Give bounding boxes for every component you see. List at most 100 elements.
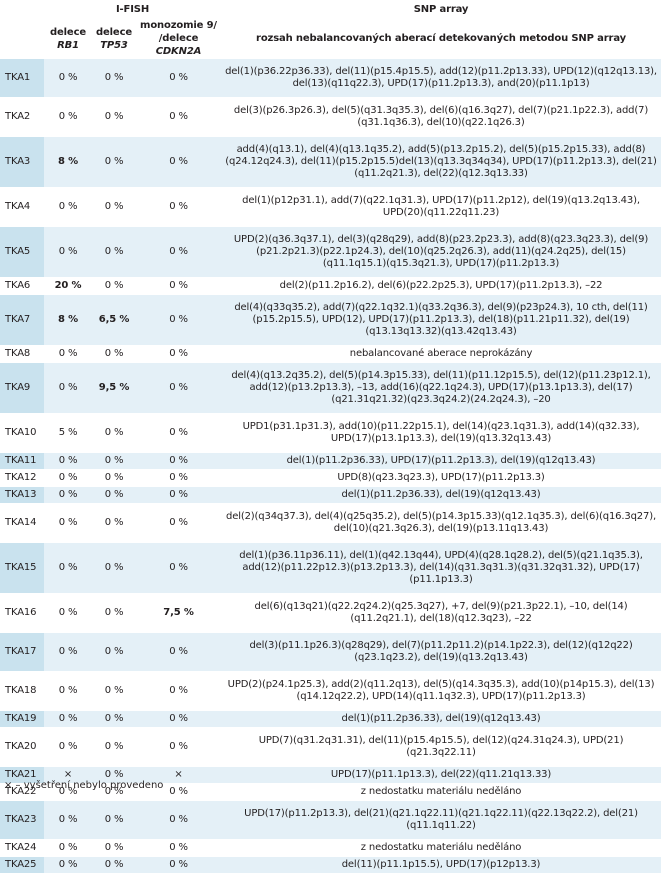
snp-aberrations: del(1)(p11.2p36.33), del(19)(q12q13.43) <box>221 487 661 504</box>
snp-aberrations: del(1)(p36.22p36.33), del(11)(p15.4p15.5… <box>221 59 661 98</box>
header-id <box>0 19 44 59</box>
cdkn2a-value: 0 % <box>136 504 221 543</box>
snp-aberrations: UPD(7)(q31.2q31.31), del(11)(p15.4p15.5)… <box>221 728 661 767</box>
snp-aberrations: del(1)(p12p31.1), add(7)(q22.1q31.3), UP… <box>221 188 661 227</box>
tp53-value: 0 % <box>92 543 136 594</box>
rb1-value: 0 % <box>44 98 92 137</box>
tp53-value: 0 % <box>92 633 136 672</box>
cdkn2a-value: 0 % <box>136 98 221 137</box>
row-id: TKA5 <box>0 227 44 278</box>
rb1-value: 0 % <box>44 188 92 227</box>
tp53-value: 0 % <box>92 137 136 188</box>
tp53-value: 0 % <box>92 453 136 470</box>
snp-aberrations: del(4)(q33q35.2), add(7)(q22.1q32.1)(q33… <box>221 295 661 346</box>
row-id: TKA19 <box>0 711 44 728</box>
tp53-value: 0 % <box>92 672 136 711</box>
snp-aberrations: del(1)(p11.2p36.33), del(19)(q12q13.43) <box>221 711 661 728</box>
snp-aberrations: del(1)(p11.2p36.33), UPD(17)(p11.2p13.3)… <box>221 453 661 470</box>
snp-aberrations: UPD1(p31.1p31.3), add(10)(p11.22p15.1), … <box>221 414 661 453</box>
snp-aberrations: del(3)(p11.1p26.3)(q28q29), del(7)(p11.2… <box>221 633 661 672</box>
tp53-value: 0 % <box>92 840 136 857</box>
row-id: TKA13 <box>0 487 44 504</box>
tp53-value: 0 % <box>92 504 136 543</box>
row-id: TKA23 <box>0 801 44 840</box>
tp53-value: 0 % <box>92 346 136 363</box>
header-empty <box>0 0 44 19</box>
cdkn2a-value: 0 % <box>136 672 221 711</box>
cdkn2a-value: 0 % <box>136 857 221 873</box>
cdkn2a-value: 0 % <box>136 453 221 470</box>
row-id: TKA15 <box>0 543 44 594</box>
rb1-value: 8 % <box>44 137 92 188</box>
row-id: TKA25 <box>0 857 44 873</box>
header-rb1-label: delece <box>50 27 86 38</box>
tp53-value: 0 % <box>92 470 136 487</box>
tp53-value: 0 % <box>92 594 136 633</box>
rb1-value: 0 % <box>44 633 92 672</box>
rb1-value: 0 % <box>44 504 92 543</box>
row-id: TKA12 <box>0 470 44 487</box>
rb1-value: 0 % <box>44 711 92 728</box>
rb1-value: 8 % <box>44 295 92 346</box>
snp-aberrations: del(6)(q13q21)(q22.2q24.2)(q25.3q27), +7… <box>221 594 661 633</box>
snp-aberrations: nebalancované aberace neprokázány <box>221 346 661 363</box>
row-id: TKA8 <box>0 346 44 363</box>
row-id: TKA16 <box>0 594 44 633</box>
rb1-value: 0 % <box>44 346 92 363</box>
rb1-value: 0 % <box>44 363 92 414</box>
cdkn2a-value: 0 % <box>136 543 221 594</box>
cdkn2a-value: 0 % <box>136 227 221 278</box>
rb1-value: 0 % <box>44 728 92 767</box>
row-id: TKA4 <box>0 188 44 227</box>
tp53-value: 0 % <box>92 188 136 227</box>
snp-aberrations: del(1)(p36.11p36.11), del(1)(q42.13q44),… <box>221 543 661 594</box>
tp53-value: 0 % <box>92 414 136 453</box>
snp-aberrations: del(4)(q13.2q35.2), del(5)(p14.3p15.33),… <box>221 363 661 414</box>
rb1-value: 0 % <box>44 453 92 470</box>
cdkn2a-value: 0 % <box>136 840 221 857</box>
rb1-value: 0 % <box>44 470 92 487</box>
cdkn2a-value: 0 % <box>136 633 221 672</box>
header-tp53-label: delece <box>96 27 132 38</box>
snp-aberrations: UPD(8)(q23.3q23.3), UPD(17)(p11.2p13.3) <box>221 470 661 487</box>
tp53-value: 0 % <box>92 801 136 840</box>
cdkn2a-value: 0 % <box>136 363 221 414</box>
row-id: TKA20 <box>0 728 44 767</box>
row-id: TKA2 <box>0 98 44 137</box>
rb1-value: 0 % <box>44 227 92 278</box>
snp-aberrations: UPD(17)(p11.1p13.3), del(22)(q11.21q13.3… <box>221 767 661 784</box>
tp53-value: 0 % <box>92 278 136 295</box>
snp-aberrations: z nedostatku materiálu neděláno <box>221 784 661 801</box>
cdkn2a-value: 0 % <box>136 414 221 453</box>
tp53-value: 9,5 % <box>92 363 136 414</box>
snp-aberrations: del(2)(q34q37.3), del(4)(q25q35.2), del(… <box>221 504 661 543</box>
footnote: × – vyšetření nebylo provedeno <box>4 780 163 792</box>
cdkn2a-value: 0 % <box>136 346 221 363</box>
cdkn2a-value: 0 % <box>136 59 221 98</box>
rb1-value: 0 % <box>44 543 92 594</box>
row-id: TKA9 <box>0 363 44 414</box>
tp53-value: 0 % <box>92 487 136 504</box>
cdkn2a-value: 7,5 % <box>136 594 221 633</box>
header-cdkn2a-line1: monozomie 9/ <box>140 20 217 31</box>
cdkn2a-value: 0 % <box>136 487 221 504</box>
snp-aberrations: del(2)(p11.2p16.2), del(6)(p22.2p25.3), … <box>221 278 661 295</box>
